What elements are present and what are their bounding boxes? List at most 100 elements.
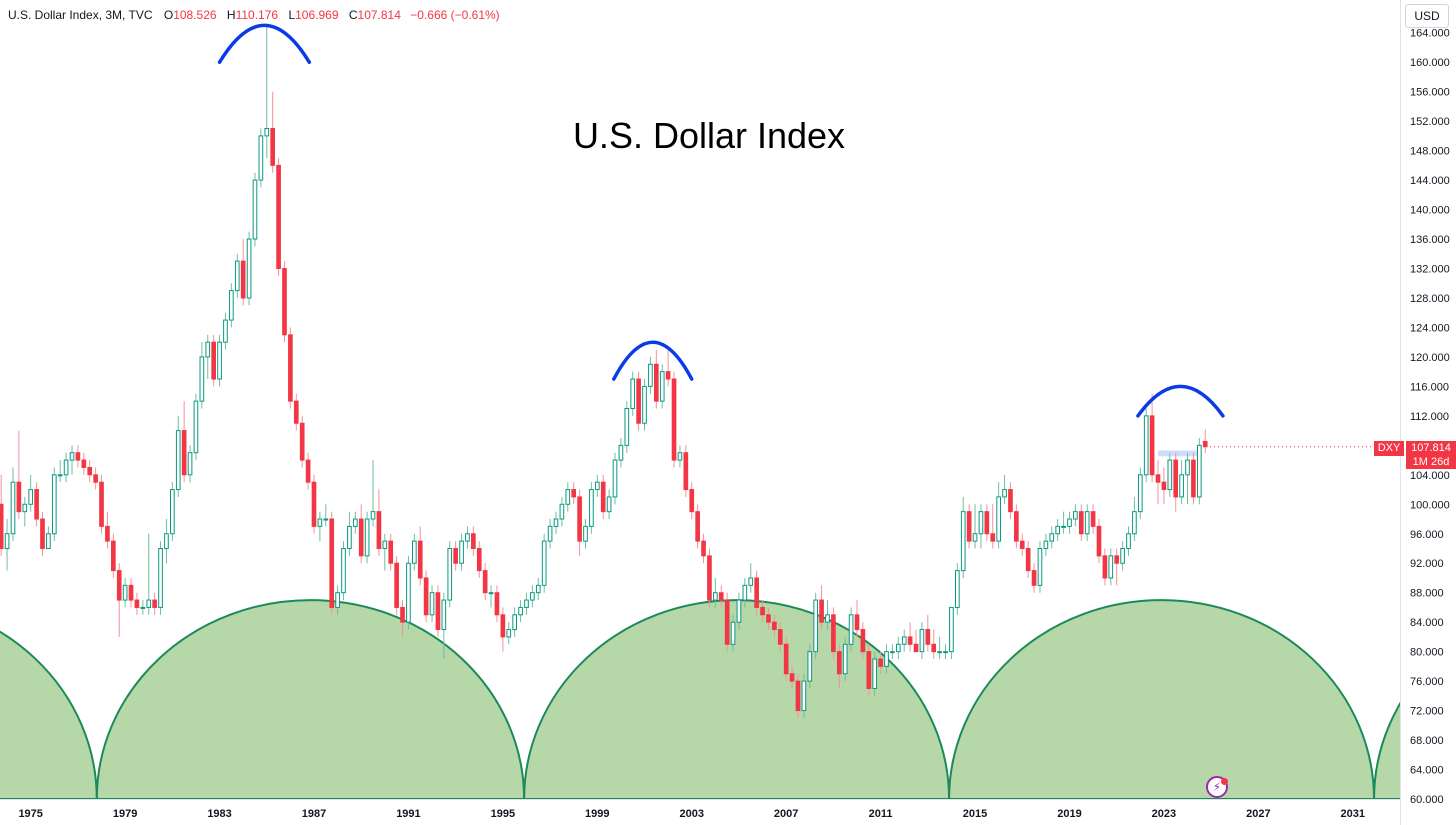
candle[interactable] <box>1196 444 1202 498</box>
candle[interactable] <box>435 592 441 631</box>
candle[interactable] <box>653 363 659 402</box>
candle[interactable] <box>205 341 211 358</box>
candle[interactable] <box>429 592 435 616</box>
candle[interactable] <box>966 511 972 542</box>
candle[interactable] <box>553 518 559 527</box>
candle[interactable] <box>376 511 382 549</box>
candle[interactable] <box>276 164 281 270</box>
candle[interactable] <box>783 643 789 675</box>
candle[interactable] <box>624 408 630 446</box>
candle[interactable] <box>282 268 287 336</box>
candle[interactable] <box>341 547 346 594</box>
candle[interactable] <box>831 614 836 653</box>
candle[interactable] <box>766 614 771 623</box>
candle[interactable] <box>358 518 364 557</box>
candle[interactable] <box>187 452 193 476</box>
candle[interactable] <box>93 474 98 483</box>
candle[interactable] <box>34 489 39 520</box>
candle[interactable] <box>772 621 777 631</box>
candle[interactable] <box>730 621 736 645</box>
candle[interactable] <box>577 496 582 542</box>
candle[interactable] <box>866 651 872 689</box>
candle[interactable] <box>1090 511 1096 527</box>
candle[interactable] <box>146 599 152 608</box>
candle[interactable] <box>453 547 458 564</box>
candle[interactable] <box>229 290 234 321</box>
candle[interactable] <box>364 518 370 557</box>
candle[interactable] <box>795 680 801 712</box>
candle[interactable] <box>459 540 464 564</box>
candle[interactable] <box>1202 440 1208 448</box>
candle[interactable] <box>264 128 270 137</box>
candle[interactable] <box>707 555 712 601</box>
candle[interactable] <box>677 452 683 461</box>
candle[interactable] <box>583 525 588 542</box>
candle[interactable] <box>748 577 754 586</box>
candle[interactable] <box>512 614 518 631</box>
candle[interactable] <box>901 636 907 645</box>
candle[interactable] <box>547 525 553 542</box>
candle[interactable] <box>99 481 104 527</box>
candle[interactable] <box>777 629 783 645</box>
candle[interactable] <box>1008 489 1013 513</box>
candle[interactable] <box>1155 474 1161 483</box>
candle[interactable] <box>1037 547 1043 586</box>
candle[interactable] <box>1067 518 1072 527</box>
candle[interactable] <box>1179 474 1184 498</box>
candle[interactable] <box>500 614 506 638</box>
candle[interactable] <box>701 540 706 557</box>
candle[interactable] <box>317 518 323 527</box>
candle[interactable] <box>164 533 169 549</box>
candle[interactable] <box>642 385 647 424</box>
candle[interactable] <box>1043 540 1049 549</box>
candle[interactable] <box>152 599 157 608</box>
candle[interactable] <box>110 540 116 572</box>
candle[interactable] <box>417 540 423 579</box>
candle[interactable] <box>128 584 134 601</box>
candle[interactable] <box>105 525 110 542</box>
candle[interactable] <box>28 489 34 505</box>
candle[interactable] <box>170 489 175 535</box>
candle[interactable] <box>400 606 405 623</box>
candle[interactable] <box>1049 533 1055 542</box>
candle[interactable] <box>518 606 523 616</box>
candle[interactable] <box>648 363 653 387</box>
candle[interactable] <box>807 651 813 682</box>
candle[interactable] <box>612 459 618 498</box>
candle[interactable] <box>388 540 394 564</box>
candle[interactable] <box>1061 525 1066 528</box>
candle[interactable] <box>848 614 854 645</box>
candle[interactable] <box>854 614 860 631</box>
candle[interactable] <box>813 599 819 653</box>
candle[interactable] <box>630 378 636 409</box>
candle[interactable] <box>860 629 866 653</box>
candle[interactable] <box>1161 481 1167 491</box>
candle[interactable] <box>1002 489 1007 498</box>
candle[interactable] <box>825 614 830 623</box>
candle[interactable] <box>801 680 807 712</box>
candle[interactable] <box>978 511 984 535</box>
candle[interactable] <box>960 511 966 572</box>
candle[interactable] <box>836 651 842 675</box>
candle[interactable] <box>382 540 388 549</box>
candle[interactable] <box>659 371 665 402</box>
candle[interactable] <box>193 400 199 454</box>
candle[interactable] <box>394 562 399 608</box>
candle[interactable] <box>122 584 128 601</box>
candle[interactable] <box>819 599 824 623</box>
candle[interactable] <box>842 643 848 675</box>
candle[interactable] <box>347 525 352 549</box>
candle[interactable] <box>370 511 376 520</box>
candle[interactable] <box>240 260 246 299</box>
candle[interactable] <box>1132 511 1137 535</box>
candle[interactable] <box>713 592 718 601</box>
candle[interactable] <box>1014 511 1019 542</box>
candle[interactable] <box>1137 474 1143 513</box>
candle[interactable] <box>724 599 730 645</box>
candle[interactable] <box>134 599 140 608</box>
candle[interactable] <box>1120 547 1125 564</box>
candle[interactable] <box>476 547 482 572</box>
candle[interactable] <box>40 518 45 549</box>
candle[interactable] <box>760 606 765 616</box>
candle[interactable] <box>299 422 305 461</box>
